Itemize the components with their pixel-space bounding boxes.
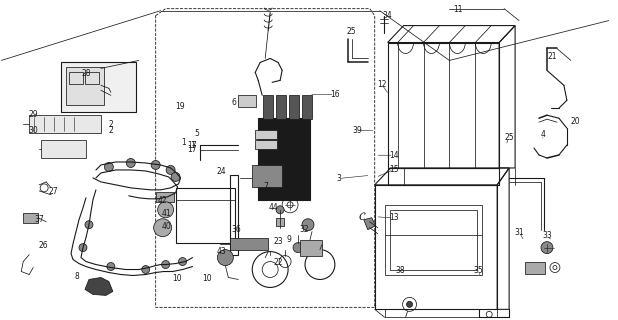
Text: 35: 35 — [473, 266, 483, 276]
Text: 25: 25 — [504, 132, 514, 141]
Text: $\mathcal{C}$: $\mathcal{C}$ — [358, 210, 366, 222]
Text: 27: 27 — [49, 187, 59, 196]
Text: 40: 40 — [161, 222, 171, 231]
Bar — [61, 62, 136, 112]
Text: 25: 25 — [346, 28, 355, 36]
Bar — [156, 192, 174, 202]
Text: 16: 16 — [330, 90, 340, 99]
Bar — [389, 210, 477, 269]
Text: 15: 15 — [389, 165, 399, 174]
Text: 22: 22 — [274, 258, 283, 267]
Circle shape — [407, 301, 413, 307]
Polygon shape — [85, 277, 113, 295]
Text: 31: 31 — [515, 228, 524, 237]
Bar — [231, 238, 268, 250]
Bar — [384, 205, 482, 275]
Circle shape — [126, 158, 135, 167]
Circle shape — [166, 165, 175, 174]
Text: 19: 19 — [175, 102, 185, 111]
Text: 9: 9 — [287, 235, 292, 244]
Bar — [252, 165, 282, 187]
Circle shape — [218, 250, 234, 266]
Circle shape — [179, 258, 187, 266]
Circle shape — [151, 161, 160, 170]
Text: 3: 3 — [336, 174, 341, 183]
Text: 37: 37 — [35, 215, 44, 224]
Bar — [23, 213, 38, 223]
Text: 33: 33 — [543, 231, 552, 240]
Bar — [289, 95, 299, 119]
Bar — [300, 240, 322, 256]
Text: 28: 28 — [82, 69, 91, 78]
Bar — [255, 130, 277, 139]
Bar — [85, 72, 99, 84]
Text: 41: 41 — [161, 209, 171, 218]
Text: 8: 8 — [74, 272, 78, 281]
Circle shape — [302, 219, 314, 231]
Text: 30: 30 — [28, 126, 38, 135]
Text: 2: 2 — [109, 120, 113, 129]
Circle shape — [79, 244, 87, 252]
Text: 24: 24 — [217, 167, 226, 176]
Circle shape — [104, 163, 113, 172]
Circle shape — [162, 260, 169, 268]
Circle shape — [107, 262, 115, 270]
Circle shape — [276, 206, 284, 214]
Bar — [302, 95, 312, 119]
Text: 13: 13 — [389, 213, 399, 222]
Bar — [176, 188, 235, 243]
Bar — [276, 218, 284, 226]
Text: 14: 14 — [389, 151, 399, 160]
Polygon shape — [258, 118, 310, 200]
Text: 10: 10 — [172, 274, 182, 283]
Circle shape — [158, 202, 174, 218]
Text: 4: 4 — [540, 130, 545, 139]
Text: 1: 1 — [190, 141, 195, 150]
Text: 34: 34 — [383, 12, 392, 20]
Text: 5: 5 — [195, 129, 200, 138]
Text: 17: 17 — [187, 141, 197, 150]
Bar — [29, 115, 101, 133]
Circle shape — [142, 266, 150, 274]
Bar — [525, 261, 545, 274]
Text: 1: 1 — [181, 138, 186, 147]
Bar — [239, 95, 256, 107]
Text: 39: 39 — [352, 126, 362, 135]
Circle shape — [85, 221, 93, 229]
Text: 10: 10 — [203, 274, 213, 283]
Text: 36: 36 — [232, 225, 241, 234]
Text: 7: 7 — [263, 182, 268, 191]
Bar — [276, 95, 286, 119]
Circle shape — [154, 219, 172, 237]
Text: 32: 32 — [299, 225, 309, 234]
Circle shape — [541, 242, 553, 253]
Bar — [69, 72, 83, 84]
Text: 38: 38 — [396, 266, 405, 276]
Circle shape — [293, 243, 303, 252]
Text: 6: 6 — [232, 98, 236, 107]
Text: 11: 11 — [453, 5, 463, 14]
Text: 18: 18 — [284, 175, 294, 184]
Bar — [231, 175, 239, 255]
Text: 43: 43 — [217, 247, 227, 256]
Bar — [255, 140, 277, 149]
Text: 12: 12 — [377, 80, 386, 89]
Circle shape — [171, 172, 180, 181]
Text: 21: 21 — [548, 52, 557, 61]
Bar — [41, 140, 86, 158]
Text: 2: 2 — [109, 126, 113, 135]
Text: 17: 17 — [187, 145, 197, 154]
Text: 20: 20 — [570, 116, 580, 126]
Text: 44: 44 — [268, 203, 278, 212]
Text: 23: 23 — [273, 237, 283, 246]
Text: 29: 29 — [28, 110, 38, 119]
Polygon shape — [364, 218, 376, 230]
Text: 42: 42 — [158, 196, 167, 205]
Text: 26: 26 — [38, 241, 48, 250]
Bar — [66, 68, 104, 105]
Bar — [263, 95, 273, 119]
